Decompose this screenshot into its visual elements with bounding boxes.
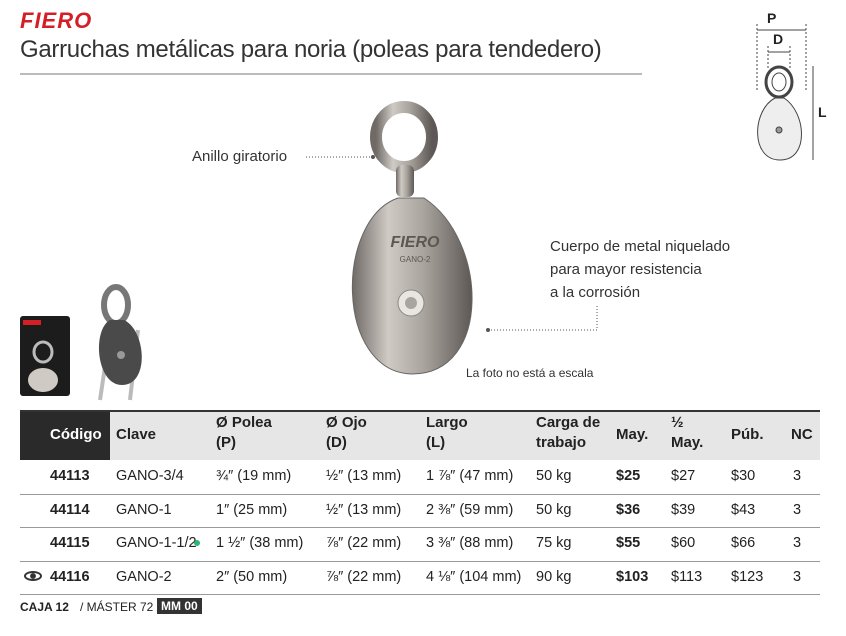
table-cell: GANO-1-1/2 [116,535,197,551]
table-cell: GANO-3/4 [116,468,184,484]
table-cell: 3 [793,501,802,518]
status-dot [194,540,200,546]
table-cell: $113 [671,568,703,585]
table-cell: 4 ⅛″ (104 mm) [426,568,522,585]
column-header: NC [791,426,813,443]
table-cell: ¾″ (19 mm) [216,468,292,484]
brand-logo: FIERO [20,8,93,33]
table-cell: 1 ½″ (38 mm) [216,535,304,551]
table-cell: $25 [616,468,641,484]
column-header: ½ [671,414,684,431]
product-code: 44114 [50,501,90,518]
table-cell: 75 kg [536,535,572,551]
column-header: (P) [216,434,236,451]
header-dark [20,410,110,460]
table-cell: ½″ (13 mm) [326,468,402,484]
row-rule [20,594,820,595]
footer-code: MM 00 [157,598,202,614]
table-cell: $43 [731,501,756,518]
leader-dot [486,328,490,332]
table-cell: 1″ (25 mm) [216,501,288,518]
column-header: Código [50,426,102,443]
dim-label: P [767,10,777,26]
table-cell: ½″ (13 mm) [326,501,402,518]
row-rule [20,493,820,495]
product-table: Código Clave Ø Polea (P) Ø Ojo (D) Largo (L) Car… [20,410,820,595]
column-header: Ø Polea [216,414,272,431]
pulley-photo: FIERO GANO-2 [352,101,473,375]
table-cell: 2 ⅜″ (59 mm) [426,501,514,518]
footer-master: / MÁSTER 72 / [80,600,161,614]
row-rule [20,560,820,562]
table-cell: 3 [793,535,802,551]
table-cell: 3 [793,468,802,484]
view-icon [24,570,42,581]
footer-box: CAJA 12 [20,600,69,614]
table-cell: $30 [731,468,756,484]
table-cell: $36 [616,501,641,518]
table-cell: 2″ (50 mm) [216,568,288,585]
table-cell: GANO-2 [116,568,172,585]
hanging-thumbnail [98,284,142,401]
table-cell: $123 [731,568,764,585]
table-cell: $27 [671,468,696,484]
header-bg [20,410,820,460]
scale-note: La foto no está a escala [466,366,594,380]
column-header: May. [616,426,649,443]
table-top-rule [20,410,820,412]
package-thumbnail [20,316,70,396]
dimension-diagram [756,24,814,161]
annotation: a la corrosión [550,284,641,301]
table-cell: ⅞″ (22 mm) [326,535,402,551]
table-cell: $103 [616,568,649,585]
column-header: trabajo [536,434,587,451]
table-cell: 50 kg [536,501,572,518]
product-code: 44115 [50,535,90,551]
table-cell: GANO-1 [116,501,172,518]
dim-label: L [818,104,827,120]
column-header: (D) [326,434,347,451]
column-header: Púb. [731,426,764,443]
annotation: para mayor resistencia [550,261,702,278]
table-cell: 90 kg [536,568,572,585]
column-header: Carga de [536,414,601,431]
product-code: 44113 [50,468,90,484]
leader-dot [371,155,375,159]
annotation: Cuerpo de metal niquelado [550,238,731,255]
product-code: 44116 [50,568,90,585]
photo-model: GANO-2 [400,255,431,264]
annotation: Anillo giratorio [192,148,288,165]
table-cell: $55 [616,535,641,551]
photo-logo: FIERO [391,234,440,251]
column-header: Largo [426,414,468,431]
table-cell: $39 [671,501,696,518]
table-cell: 3 [793,568,802,585]
table-cell: 1 ⅞″ (47 mm) [426,468,514,484]
table-cell: $66 [731,535,756,551]
column-header: Ø Ojo [326,414,367,431]
table-cell: 50 kg [536,468,572,484]
leader-line [490,306,598,331]
row-rule [20,527,820,528]
column-header: May. [671,434,704,451]
table-cell: $60 [671,535,696,551]
dim-label: D [773,31,784,47]
table-cell: ⅞″ (22 mm) [326,568,402,585]
column-header: Clave [116,426,157,443]
title-rule [20,73,642,75]
table-cell: 3 ⅜″ (88 mm) [426,535,514,551]
page-title: Garruchas metálicas para noria (poleas p… [20,36,602,63]
column-header: (L) [426,434,446,451]
